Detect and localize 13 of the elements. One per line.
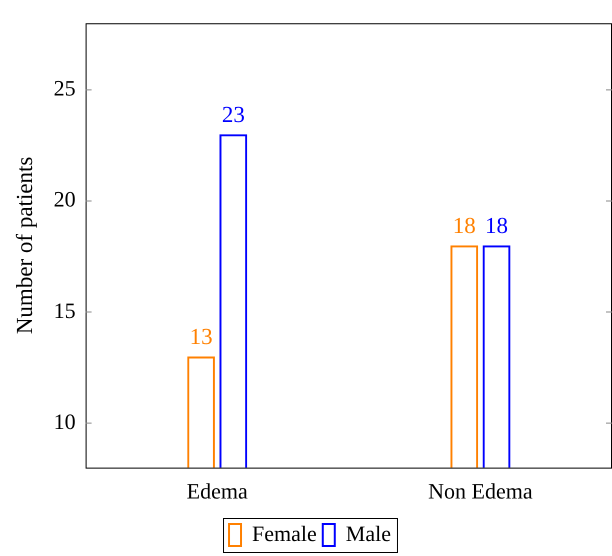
y-tick-label: 25 xyxy=(54,76,76,101)
data-label: 23 xyxy=(222,102,245,127)
y-tick-label: 10 xyxy=(54,408,76,434)
x-tick-label: Edema xyxy=(186,478,248,504)
legend-label: Female xyxy=(252,520,317,546)
data-label: 18 xyxy=(452,212,476,238)
data-label: 13 xyxy=(190,324,213,350)
data-label: 18 xyxy=(485,212,508,238)
y-tick-label: 15 xyxy=(54,298,76,323)
legend-label: Male xyxy=(346,520,391,546)
x-tick-label: Non Edema xyxy=(428,478,533,504)
y-axis-title: Number of patients xyxy=(12,156,37,334)
y-tick-label: 20 xyxy=(54,186,76,212)
